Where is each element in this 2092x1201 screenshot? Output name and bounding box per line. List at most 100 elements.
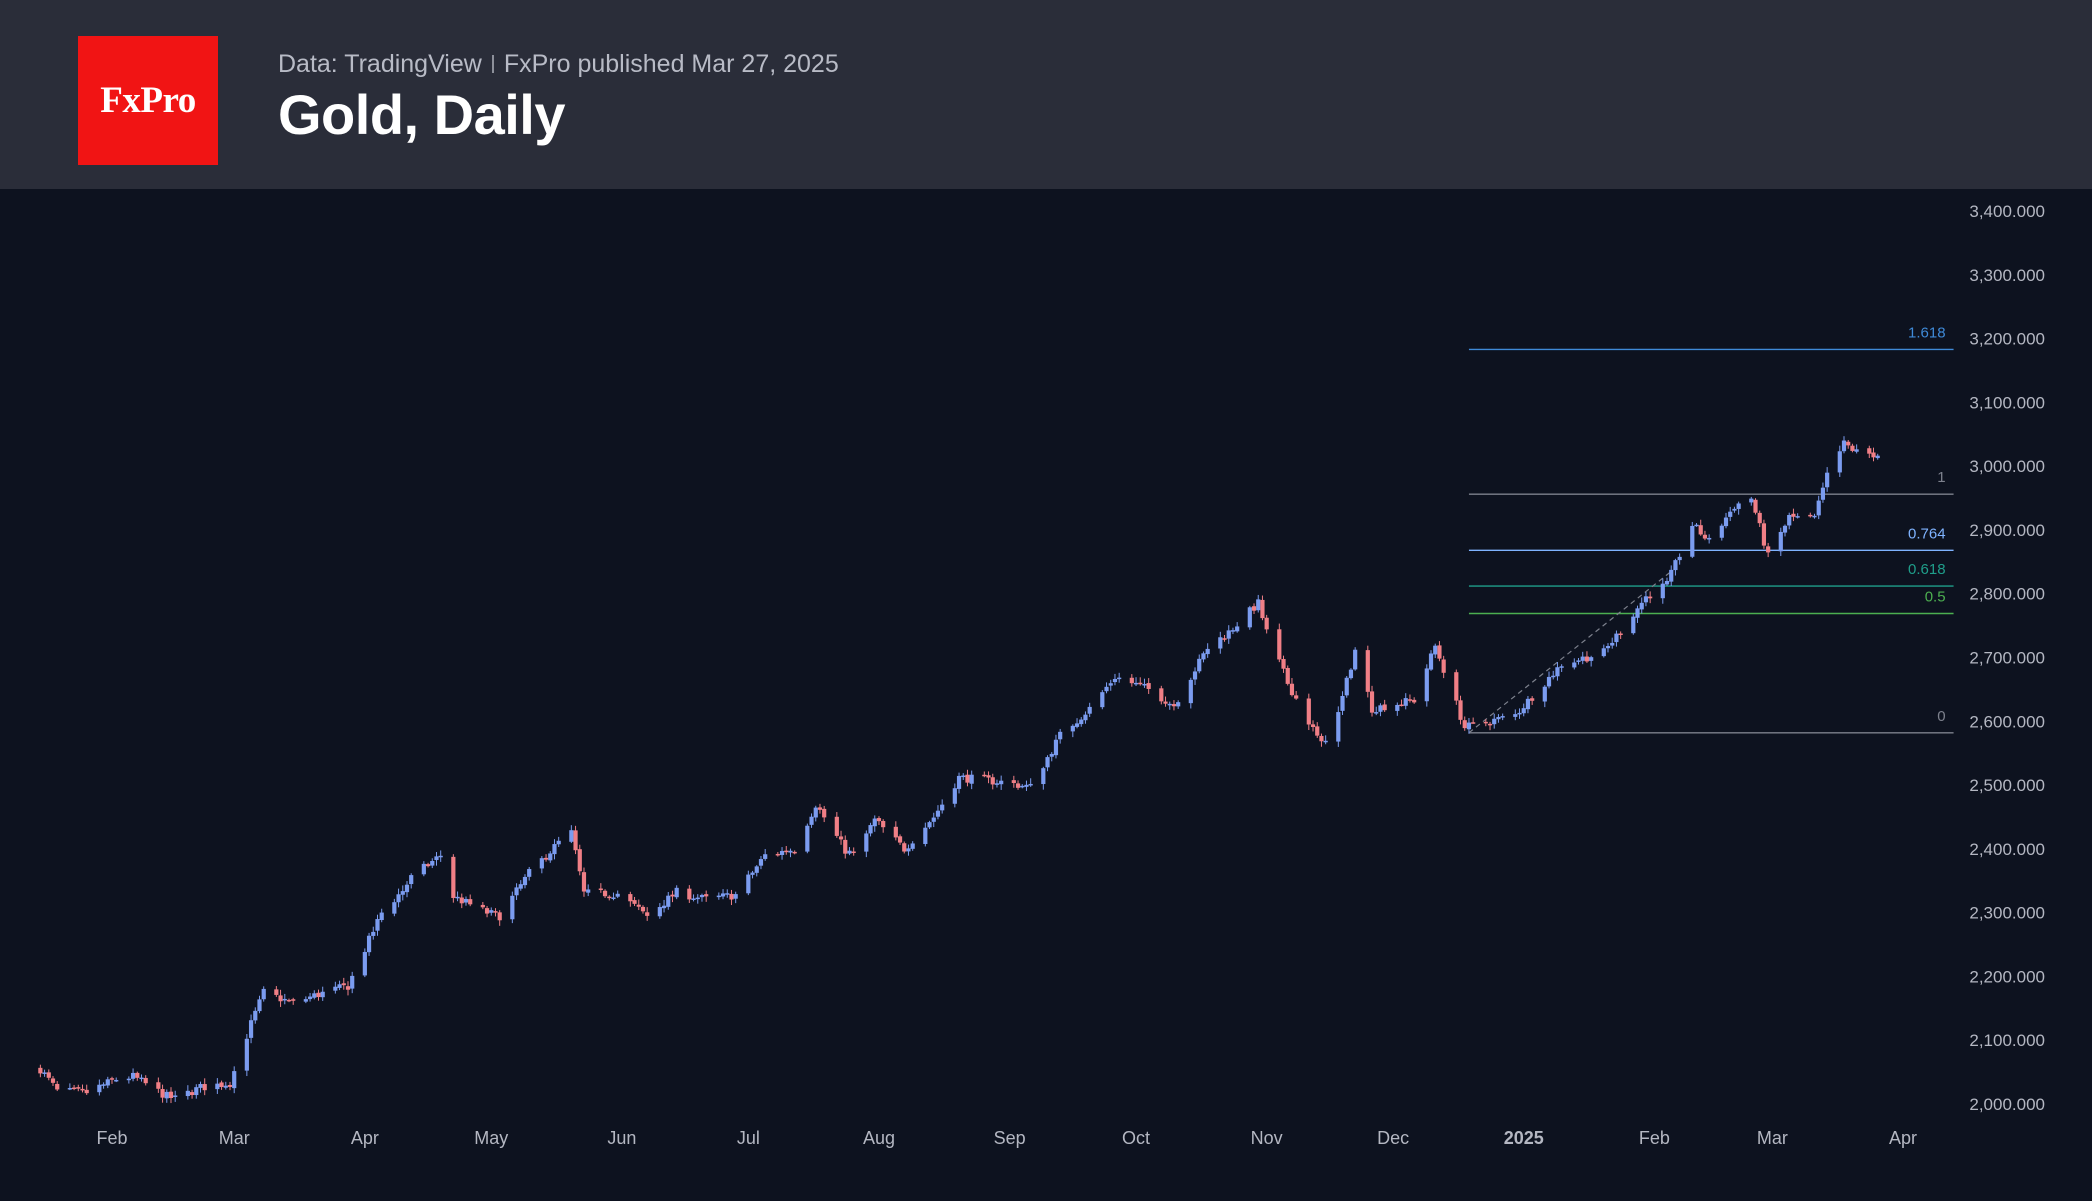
candle-body bbox=[1382, 704, 1387, 711]
candle-body bbox=[101, 1084, 106, 1086]
candle-body bbox=[994, 783, 1000, 785]
x-tick-label: Aug bbox=[863, 1128, 895, 1148]
candle-body bbox=[1235, 626, 1240, 632]
candle-body bbox=[379, 912, 384, 921]
candle-body bbox=[1167, 703, 1172, 706]
candle-body bbox=[577, 849, 582, 872]
y-tick-label: 2,000.000 bbox=[1969, 1095, 2045, 1114]
candle-body bbox=[952, 788, 957, 804]
candle-body bbox=[1850, 445, 1855, 451]
candle-body bbox=[725, 893, 730, 895]
candle-body bbox=[1058, 731, 1063, 740]
candle-body bbox=[1471, 722, 1476, 724]
candle-body bbox=[628, 894, 633, 902]
candle-body bbox=[1820, 487, 1826, 500]
candle-body bbox=[514, 887, 519, 896]
candle-body bbox=[1315, 726, 1320, 736]
chart-canvas[interactable]: 2,000.000 2,100.000 2,200.000 2,300.000 2,40… bbox=[0, 189, 2092, 1196]
candle-body bbox=[1669, 569, 1674, 582]
candle-body bbox=[198, 1084, 203, 1088]
candle-body bbox=[1281, 659, 1286, 669]
candle-body bbox=[1260, 599, 1265, 619]
candle-body bbox=[1138, 682, 1143, 685]
candle-body bbox=[1782, 525, 1788, 533]
candle-body bbox=[421, 863, 426, 875]
candle-body bbox=[1159, 688, 1164, 702]
y-tick-label: 2,300.000 bbox=[1969, 904, 2045, 923]
candle-body bbox=[527, 869, 532, 877]
candle-body bbox=[227, 1084, 233, 1087]
candle-body bbox=[244, 1038, 249, 1071]
candle-body bbox=[1580, 656, 1585, 661]
candle-body bbox=[164, 1091, 169, 1099]
candle-body bbox=[1353, 649, 1358, 670]
candle-body bbox=[1841, 440, 1847, 452]
logo-text: FxPro bbox=[100, 80, 196, 121]
candle-body bbox=[1487, 723, 1493, 726]
candle-body bbox=[493, 911, 498, 913]
candle-body bbox=[232, 1071, 237, 1089]
y-tick-label: 3,400.000 bbox=[1969, 202, 2045, 221]
candle-body bbox=[130, 1072, 136, 1079]
candle-body bbox=[1024, 784, 1029, 787]
candle-body bbox=[897, 836, 903, 843]
candle-body bbox=[1555, 667, 1560, 677]
candle-body bbox=[341, 983, 346, 986]
y-tick-label: 3,100.000 bbox=[1969, 393, 2045, 412]
candle-body bbox=[396, 894, 401, 903]
price-chart[interactable]: 2,000.000 2,100.000 2,200.000 2,300.000 2,40… bbox=[0, 189, 2092, 1196]
candle-body bbox=[758, 859, 764, 866]
candle-body bbox=[876, 818, 882, 822]
candle-body bbox=[1517, 712, 1522, 715]
candle-body bbox=[784, 850, 789, 853]
candle-body bbox=[1192, 671, 1198, 680]
candle-body bbox=[1572, 662, 1577, 668]
candle-body bbox=[1146, 683, 1151, 689]
candle-body bbox=[468, 899, 473, 905]
fxpro-logo[interactable]: FxPro bbox=[78, 36, 218, 165]
candle-body bbox=[1521, 708, 1526, 714]
candle-body bbox=[1087, 706, 1092, 714]
candle-body bbox=[1732, 508, 1737, 511]
candle-body bbox=[126, 1078, 131, 1081]
y-tick-label: 2,700.000 bbox=[1969, 649, 2045, 668]
candle-body bbox=[84, 1089, 89, 1094]
candle-body bbox=[1589, 657, 1594, 661]
candle-body bbox=[392, 902, 397, 914]
candle-body bbox=[720, 893, 726, 897]
x-tick-label: Jul bbox=[737, 1128, 760, 1148]
candle-body bbox=[1559, 666, 1564, 668]
meta-separator bbox=[491, 55, 494, 73]
candle-body bbox=[1108, 683, 1113, 686]
x-tick-label: Mar bbox=[1757, 1128, 1788, 1148]
candle-body bbox=[1546, 676, 1552, 687]
candle-body bbox=[809, 816, 814, 825]
candle-body bbox=[581, 872, 587, 892]
candle-body bbox=[674, 887, 679, 898]
candle-body bbox=[1201, 653, 1206, 660]
candle-body bbox=[223, 1085, 228, 1088]
candle-body bbox=[480, 904, 485, 908]
candle-body bbox=[750, 872, 755, 875]
candle-body bbox=[661, 905, 667, 909]
candle-body bbox=[1812, 515, 1817, 518]
candle-body bbox=[1664, 580, 1670, 585]
candle-body bbox=[1247, 607, 1252, 628]
candle-body bbox=[1778, 531, 1783, 552]
candle-body bbox=[1757, 512, 1762, 524]
candle-body bbox=[438, 855, 443, 858]
candle-body bbox=[1197, 658, 1202, 672]
candle-body bbox=[602, 890, 608, 897]
candle-body bbox=[670, 894, 675, 897]
candle-body bbox=[1433, 645, 1438, 655]
candle-body bbox=[548, 853, 553, 861]
candle-body bbox=[817, 807, 823, 810]
candle-body bbox=[1639, 602, 1644, 610]
candle-body bbox=[451, 856, 456, 898]
candle-body bbox=[76, 1087, 81, 1089]
candle-body bbox=[691, 898, 696, 900]
x-tick-label: Sep bbox=[994, 1128, 1026, 1148]
published-info: FxPro published Mar 27, 2025 bbox=[503, 49, 839, 78]
candle-body bbox=[274, 989, 279, 995]
candle-body bbox=[1176, 702, 1181, 707]
